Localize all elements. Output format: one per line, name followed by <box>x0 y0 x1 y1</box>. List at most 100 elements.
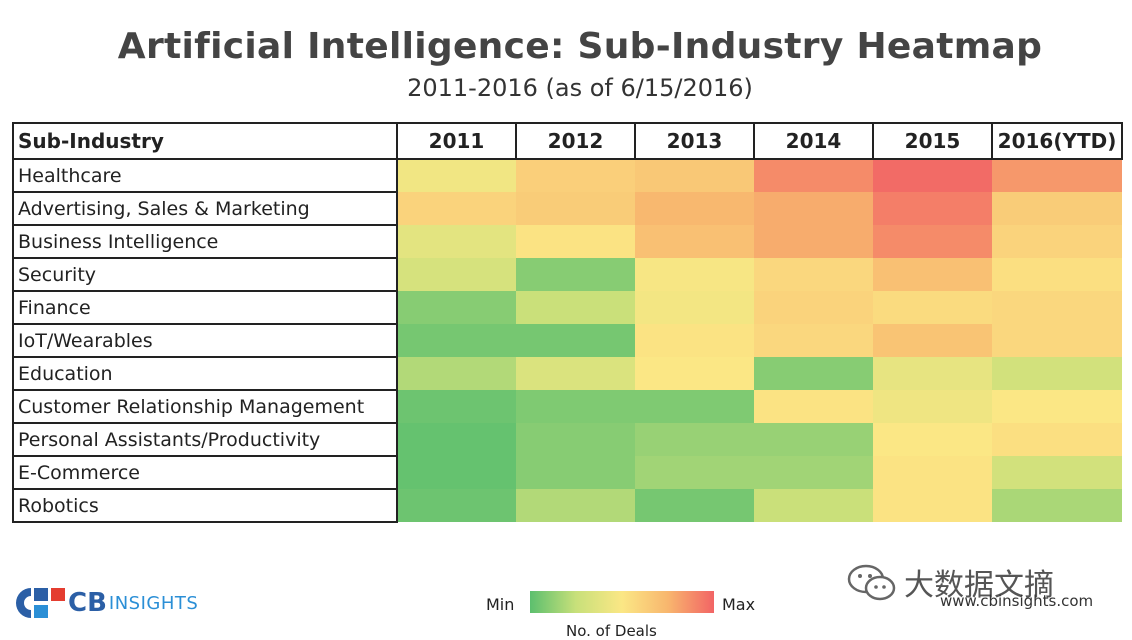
heatmap-cell <box>635 192 754 225</box>
heatmap-cell <box>516 357 635 390</box>
heatmap-cell <box>516 390 635 423</box>
heatmap-cell <box>992 324 1122 357</box>
column-header-2016-ytd: 2016(YTD) <box>991 122 1123 160</box>
row-label: Personal Assistants/Productivity <box>12 422 398 457</box>
heatmap-cell <box>873 258 992 291</box>
column-header-2014: 2014 <box>753 122 874 160</box>
heatmap-cell <box>873 357 992 390</box>
column-header-2011: 2011 <box>396 122 517 160</box>
heatmap-cell <box>754 456 873 489</box>
row-label: Customer Relationship Management <box>12 389 398 424</box>
column-header-2015: 2015 <box>872 122 993 160</box>
heatmap-cell <box>635 324 754 357</box>
heatmap-row: Customer Relationship Management <box>12 389 1122 424</box>
heatmap-cell <box>516 291 635 324</box>
heatmap-cell <box>516 225 635 258</box>
heatmap-cell <box>992 291 1122 324</box>
heatmap-cell <box>754 357 873 390</box>
heatmap-row: Advertising, Sales & Marketing <box>12 191 1122 226</box>
logo-cb-text: CB <box>68 588 107 618</box>
cb-logo-icon <box>16 588 65 618</box>
row-label: Healthcare <box>12 158 398 193</box>
watermark-text: 大数据文摘 <box>904 568 1054 603</box>
heatmap-cell <box>873 225 992 258</box>
heatmap-row: Security <box>12 257 1122 292</box>
heatmap-cell <box>516 423 635 456</box>
column-header-2012: 2012 <box>515 122 636 160</box>
row-label: IoT/Wearables <box>12 323 398 358</box>
heatmap-cell <box>992 390 1122 423</box>
heatmap-cell <box>516 324 635 357</box>
heatmap-cell <box>754 192 873 225</box>
heatmap-row: IoT/Wearables <box>12 323 1122 358</box>
heatmap-cell <box>873 390 992 423</box>
heatmap-cell <box>397 291 516 324</box>
heatmap-cell <box>992 357 1122 390</box>
chart-subtitle: 2011-2016 (as of 6/15/2016) <box>407 74 753 102</box>
heatmap-cell <box>873 291 992 324</box>
legend-color-scale <box>530 591 714 613</box>
heatmap-cell <box>516 456 635 489</box>
heatmap-table: Sub-Industry 2011 2012 2013 2014 2015 2016(YT… <box>12 122 1123 523</box>
heatmap-cell <box>754 423 873 456</box>
heatmap-row: E-Commerce <box>12 455 1122 490</box>
heatmap-cell <box>992 258 1122 291</box>
heatmap-row: Education <box>12 356 1122 391</box>
heatmap-cell <box>397 489 516 522</box>
heatmap-cell <box>873 192 992 225</box>
row-label: Robotics <box>12 488 398 523</box>
row-label: Finance <box>12 290 398 325</box>
row-label: Advertising, Sales & Marketing <box>12 191 398 226</box>
heatmap-cell <box>992 225 1122 258</box>
heatmap-row: Healthcare <box>12 158 1122 193</box>
row-label: E-Commerce <box>12 455 398 490</box>
heatmap-cell <box>754 291 873 324</box>
heatmap-cell <box>635 390 754 423</box>
heatmap-cell <box>397 324 516 357</box>
legend-caption: No. of Deals <box>566 622 657 640</box>
row-label: Business Intelligence <box>12 224 398 259</box>
heatmap-cell <box>516 489 635 522</box>
heatmap-body: Healthcare Advertising, Sales & Marketing… <box>12 158 1122 523</box>
heatmap-cell <box>873 159 992 192</box>
heatmap-cell <box>754 258 873 291</box>
heatmap-cell <box>516 258 635 291</box>
heatmap-cell <box>992 192 1122 225</box>
cb-insights-logo: CB INSIGHTS <box>14 585 198 621</box>
heatmap-cell <box>397 225 516 258</box>
heatmap-cell <box>873 324 992 357</box>
heatmap-cell <box>397 357 516 390</box>
heatmap-row: Robotics <box>12 488 1122 523</box>
heatmap-cell <box>754 324 873 357</box>
heatmap-cell <box>635 357 754 390</box>
heatmap-row: Business Intelligence <box>12 224 1122 259</box>
heatmap-cell <box>635 225 754 258</box>
heatmap-cell <box>992 423 1122 456</box>
heatmap-row: Personal Assistants/Productivity <box>12 422 1122 457</box>
heatmap-cell <box>992 456 1122 489</box>
logo-insights-text: INSIGHTS <box>108 592 199 614</box>
wechat-icon <box>847 564 896 601</box>
heatmap-cell <box>873 456 992 489</box>
row-label: Education <box>12 356 398 391</box>
chart-title: Artificial Intelligence: Sub-Industry He… <box>117 26 1043 67</box>
heatmap-cell <box>754 159 873 192</box>
heatmap-cell <box>754 390 873 423</box>
legend-min-label: Min <box>486 595 515 614</box>
heatmap-cell <box>397 390 516 423</box>
heatmap-cell <box>992 159 1122 192</box>
heatmap-cell <box>754 489 873 522</box>
heatmap-header-row: Sub-Industry 2011 2012 2013 2014 2015 2016(YT… <box>12 122 1123 160</box>
heatmap-cell <box>516 192 635 225</box>
row-label: Security <box>12 257 398 292</box>
heatmap-cell <box>635 456 754 489</box>
heatmap-cell <box>754 225 873 258</box>
column-header-2013: 2013 <box>634 122 755 160</box>
watermark: 大数据文摘 <box>846 560 1054 604</box>
heatmap-cell <box>397 192 516 225</box>
heatmap-cell <box>635 423 754 456</box>
heatmap-cell <box>635 489 754 522</box>
heatmap-cell <box>397 258 516 291</box>
row-header: Sub-Industry <box>12 122 398 160</box>
heatmap-cell <box>992 489 1122 522</box>
